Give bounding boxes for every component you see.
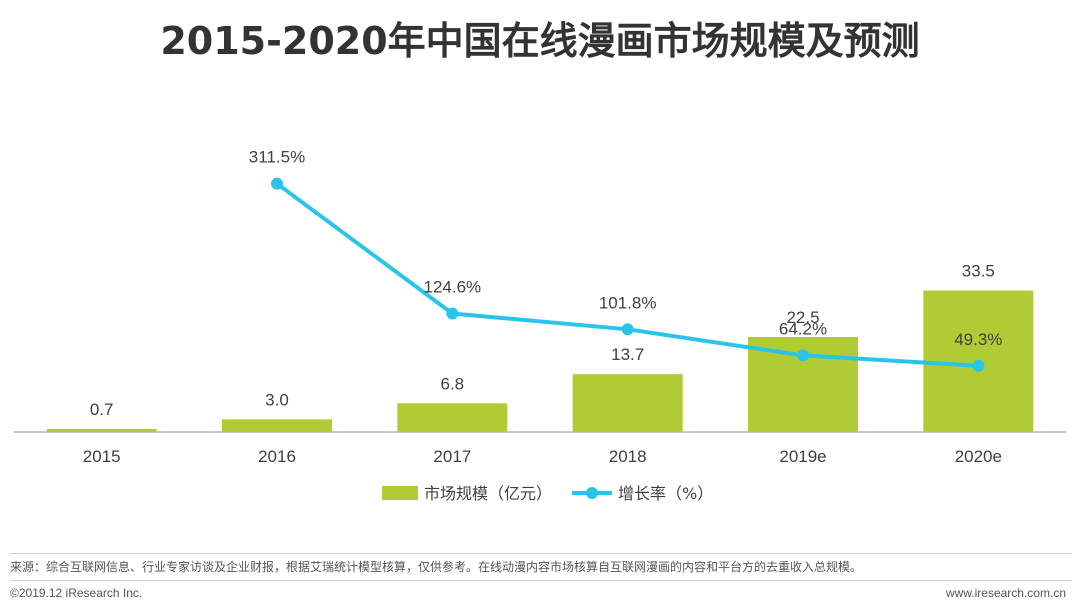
growth-point-2020e — [972, 359, 985, 372]
bar-label-2015: 0.7 — [90, 400, 114, 419]
bar-label-2019e: 22.5 — [786, 308, 819, 327]
footer-divider-top — [10, 553, 1072, 554]
growth-label-2016: 311.5% — [249, 148, 305, 167]
growth-label-2020e: 49.3% — [954, 330, 1002, 349]
x-tick-2018: 2018 — [609, 447, 647, 466]
growth-label-2018: 101.8% — [599, 293, 657, 312]
growth-point-2016 — [271, 177, 283, 190]
bar-label-2017: 6.8 — [441, 374, 465, 393]
bar-label-2016: 3.0 — [265, 390, 289, 409]
bar-2017 — [397, 403, 508, 432]
legend: 市场规模（亿元） 增长率（%） — [382, 484, 713, 503]
bar-2018 — [572, 374, 683, 432]
footer-divider-bottom — [10, 580, 1072, 581]
x-tick-2020e: 2020e — [955, 447, 1002, 466]
chart-title: 2015-2020年中国在线漫画市场规模及预测 — [160, 19, 920, 63]
bar-series — [46, 290, 1034, 432]
legend-bar-swatch — [382, 486, 418, 500]
growth-point-2017 — [446, 307, 459, 320]
legend-line-label: 增长率（%） — [618, 484, 713, 503]
growth-label-2019e: 64.2% — [779, 319, 827, 338]
copyright: ©2019.12 iResearch Inc. — [10, 586, 143, 600]
growth-label-2017: 124.6% — [423, 277, 481, 296]
bar-label-2020e: 33.5 — [962, 262, 995, 281]
chart: 0.7 3.0 6.8 13.7 22.5 33.5 311.5% 124.6% 101.8%… — [14, 148, 1066, 503]
growth-point-2019e — [797, 349, 809, 362]
x-tick-2017: 2017 — [433, 447, 471, 466]
x-tick-2016: 2016 — [258, 447, 296, 466]
bar-label-2018: 13.7 — [611, 345, 644, 364]
bar-2015 — [46, 429, 157, 432]
website-link[interactable]: www.iresearch.com.cn — [945, 586, 1066, 600]
growth-line — [275, 182, 979, 368]
bar-2016 — [222, 419, 332, 432]
x-tick-2015: 2015 — [83, 447, 121, 466]
bar-data-labels: 0.7 3.0 6.8 13.7 22.5 33.5 — [90, 262, 995, 419]
x-tick-labels: 2015 2016 2017 2018 2019e 2020e — [83, 447, 1002, 466]
source-note: 来源：综合互联网信息、行业专家访谈及企业财报，根据艾瑞统计模型核算，仅供参考。在… — [10, 560, 863, 574]
x-tick-2019e: 2019e — [779, 447, 826, 466]
legend-bar-label: 市场规模（亿元） — [424, 484, 552, 503]
legend-line-marker — [586, 487, 598, 499]
growth-line-series: 311.5% 124.6% 101.8% 64.2% 49.3% — [249, 148, 1002, 372]
growth-point-2018 — [621, 323, 634, 336]
